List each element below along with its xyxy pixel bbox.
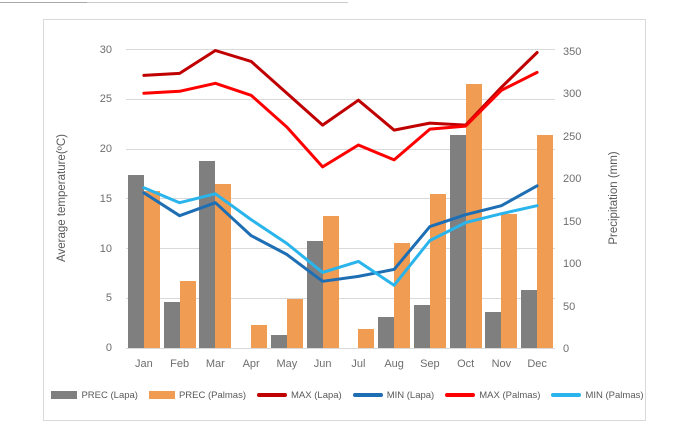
gridline: [126, 49, 555, 50]
gridline: [126, 148, 555, 150]
window-edge-line: [0, 2, 348, 3]
bar-prec-lapa--jun: [306, 241, 323, 348]
legend-label: MAX (Palmas): [479, 389, 541, 401]
left-axis-tick: 5: [105, 292, 112, 305]
bar-prec-lapa--may: [270, 335, 287, 348]
left-axis-tick: 15: [99, 192, 112, 205]
bar-prec-palmas--oct: [465, 84, 482, 348]
bar-prec-palmas--mar: [215, 183, 232, 348]
x-axis-label: Mar: [205, 358, 225, 370]
right-axis-tick: 150: [563, 215, 582, 228]
right-axis-tick: 100: [563, 258, 582, 271]
right-axis-tick: 200: [563, 173, 582, 186]
x-axis-label: Sep: [420, 358, 440, 370]
bar-prec-palmas--sep: [429, 194, 446, 348]
right-axis-tick: 350: [563, 46, 582, 58]
legend-line-swatch-icon: [352, 393, 383, 397]
legend-label: PREC (Lapa): [81, 389, 138, 401]
x-axis-label: May: [276, 358, 298, 370]
bar-prec-palmas--jul: [358, 328, 375, 348]
bar-prec-palmas--jan: [143, 190, 160, 348]
x-axis-label: Dec: [527, 358, 547, 370]
window-edge-line-dark: [0, 2, 87, 3]
legend-label: PREC (Palmas): [178, 389, 247, 401]
gridline: [126, 248, 555, 249]
x-axis-label: Jan: [135, 358, 153, 370]
x-axis-label: Jul: [351, 358, 366, 370]
left-axis-tick: 30: [99, 43, 112, 56]
bar-prec-palmas--may: [286, 298, 303, 348]
right-axis-tick: 250: [563, 130, 582, 143]
left-axis-tick: 25: [99, 93, 112, 106]
bar-prec-palmas--jun: [322, 216, 339, 348]
x-axis-label: Jun: [313, 358, 332, 370]
right-axis-tick: 0: [563, 343, 570, 355]
x-axis-label: Aug: [384, 358, 404, 370]
x-axis-label: Feb: [170, 358, 190, 370]
bar-prec-lapa--sep: [413, 304, 430, 348]
bar-prec-lapa--aug: [378, 316, 395, 348]
right-axis-tick: 50: [563, 300, 576, 313]
bar-prec-palmas--feb: [179, 281, 196, 348]
legend-line-swatch-icon: [551, 393, 582, 397]
left-axis-tick: 20: [99, 143, 112, 155]
gridline: [126, 98, 555, 100]
legend-item-prec-palmas-: PREC (Palmas): [148, 389, 247, 401]
legend-label: MAX (Lapa): [291, 389, 342, 401]
legend-line-swatch-icon: [445, 393, 476, 397]
legend-item-max-palmas-: MAX (Palmas): [445, 390, 540, 401]
bar-prec-lapa--nov: [485, 311, 502, 348]
bar-prec-lapa--jan: [127, 175, 144, 348]
x-axis-label: Nov: [491, 358, 512, 370]
legend-label: MIN (Palmas): [585, 389, 644, 401]
x-axis-label: Apr: [242, 358, 260, 370]
x-axis-label: Oct: [457, 358, 475, 370]
gridline: [126, 297, 555, 299]
right-axis-title: Precipitation (mm): [608, 151, 620, 245]
left-axis-tick: 10: [99, 242, 112, 255]
left-axis-tick: 0: [105, 342, 112, 354]
bar-prec-palmas--dec: [537, 134, 554, 348]
legend-bar-swatch-icon: [51, 391, 78, 399]
bar-prec-palmas--nov: [501, 214, 518, 348]
legend-label: MIN (Lapa): [386, 389, 435, 401]
bar-prec-lapa--mar: [199, 161, 216, 348]
legend-line-swatch-icon: [257, 393, 288, 397]
bar-prec-lapa--dec: [521, 290, 538, 348]
legend-item-min-lapa-: MIN (Lapa): [352, 389, 435, 401]
legend-item-max-lapa-: MAX (Lapa): [257, 390, 342, 401]
legend-item-prec-lapa-: PREC (Lapa): [51, 390, 138, 401]
gridline: [126, 347, 555, 349]
bar-prec-palmas--apr: [251, 325, 268, 348]
bar-prec-palmas--aug: [394, 243, 411, 348]
right-axis-tick: 300: [563, 88, 582, 101]
gridline: [126, 198, 555, 200]
legend: PREC (Lapa) PREC (Palmas) MAX (Lapa) MIN (L…: [25, 386, 670, 404]
bar-prec-lapa--feb: [163, 302, 180, 348]
left-axis-title: Average temperature(ºC): [56, 134, 68, 262]
legend-bar-swatch-icon: [148, 391, 175, 399]
legend-item-min-palmas-: MIN (Palmas): [551, 389, 644, 401]
bar-prec-lapa--oct: [449, 134, 466, 348]
